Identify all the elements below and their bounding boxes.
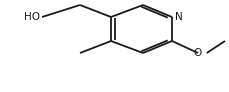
Text: O: O bbox=[193, 48, 201, 58]
Text: HO: HO bbox=[24, 12, 40, 22]
Text: N: N bbox=[174, 12, 182, 22]
